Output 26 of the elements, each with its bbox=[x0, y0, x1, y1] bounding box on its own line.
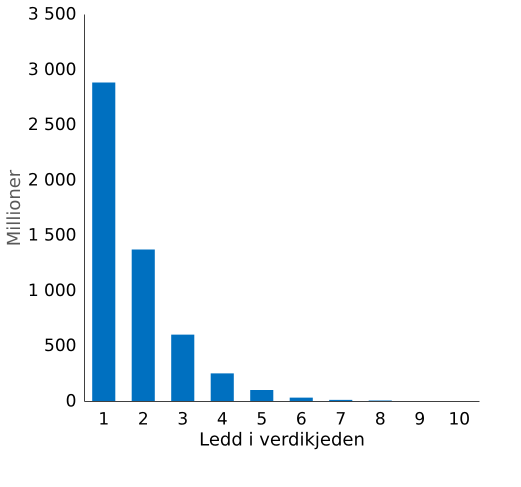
x-tick-label: 9 bbox=[414, 410, 426, 430]
y-tick-label: 2 500 bbox=[28, 115, 76, 136]
y-axis-title: Millioner bbox=[4, 169, 25, 246]
bar bbox=[250, 390, 274, 401]
x-tick-label: 8 bbox=[374, 410, 386, 430]
bar bbox=[132, 250, 155, 401]
x-tick-label: 6 bbox=[296, 410, 307, 430]
x-tick-label: 2 bbox=[138, 410, 149, 430]
x-tick-label: 1 bbox=[98, 410, 110, 430]
y-tick-label: 0 bbox=[66, 392, 76, 412]
bar bbox=[290, 398, 313, 401]
x-tick-label: 7 bbox=[335, 410, 346, 430]
bar bbox=[171, 334, 194, 401]
bar bbox=[92, 82, 116, 401]
y-tick-label: 3 000 bbox=[28, 60, 76, 80]
y-tick-label: 500 bbox=[44, 336, 76, 356]
bar bbox=[210, 373, 234, 401]
y-tick-label: 2 000 bbox=[28, 170, 76, 190]
y-tick-label: 1 500 bbox=[28, 226, 76, 246]
x-tick-label: 10 bbox=[448, 410, 470, 430]
y-tick-label: 1 000 bbox=[28, 280, 76, 301]
x-axis-title: Ledd i verdikjeden bbox=[199, 430, 365, 450]
x-tick-label: 3 bbox=[177, 410, 188, 430]
x-tick-label: 5 bbox=[256, 410, 268, 430]
x-tick-label: 4 bbox=[216, 410, 228, 430]
y-tick-label: 3 500 bbox=[28, 4, 76, 24]
